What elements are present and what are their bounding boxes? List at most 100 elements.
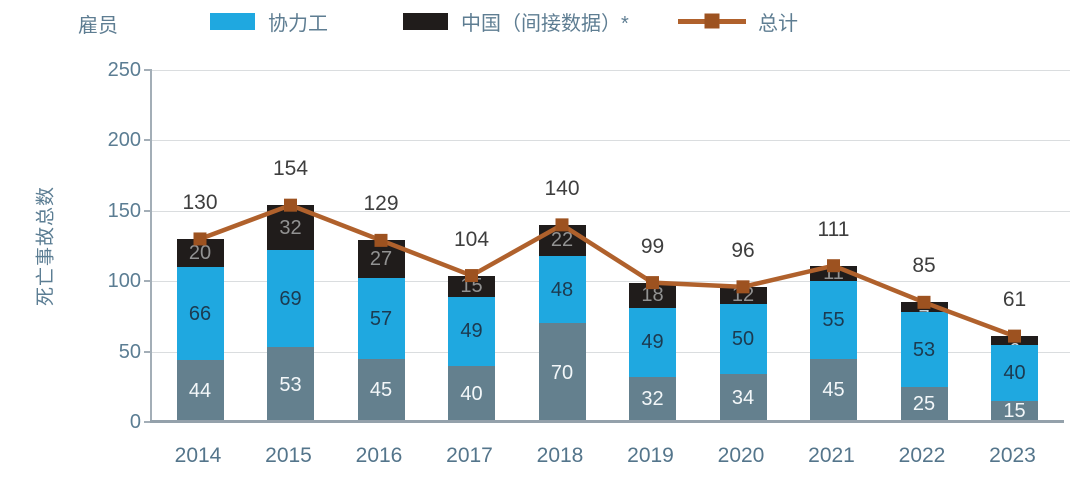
segment-2018[interactable]: 48 bbox=[538, 255, 586, 324]
y-axis-title: 死亡事故总数 bbox=[35, 185, 57, 307]
segment-2021[interactable]: 45 bbox=[810, 358, 857, 422]
y-tick-label: 50 bbox=[118, 340, 141, 363]
bar-2021[interactable]: 11 55 45 bbox=[810, 263, 857, 422]
segment-value-label: 57 bbox=[369, 307, 393, 330]
segment-value-label: 40 bbox=[460, 382, 483, 405]
segment-value-label: 49 bbox=[460, 320, 483, 343]
bar-2020[interactable]: 12 50 34 bbox=[719, 284, 767, 422]
total-value-label: 130 bbox=[182, 190, 218, 214]
y-tick-label: 150 bbox=[107, 199, 141, 222]
x-tick-label-2014: 2014 bbox=[174, 444, 222, 467]
legend: 雇员 协力工 中国（间接数据）* 总计 bbox=[0, 6, 1070, 37]
x-tick-label-2016: 2016 bbox=[355, 444, 403, 467]
segment-value-label: 49 bbox=[641, 331, 664, 354]
bar-2019[interactable]: 18 49 32 bbox=[629, 282, 676, 422]
gridline bbox=[152, 70, 1070, 71]
segment-2017[interactable]: 15 bbox=[448, 275, 495, 298]
segment-value-label: 45 bbox=[822, 379, 845, 402]
total-value-label: 99 bbox=[640, 234, 665, 258]
y-tick-mark bbox=[144, 350, 152, 353]
legend-item-contractors[interactable]: 协力工 bbox=[210, 6, 328, 36]
y-tick-label: 0 bbox=[129, 411, 141, 433]
segment-2016[interactable]: 27 bbox=[357, 240, 405, 279]
segment-value-label: 50 bbox=[731, 327, 755, 350]
legend-item-total[interactable]: 总计 bbox=[678, 6, 798, 36]
bar-2023[interactable]: 640 15 bbox=[991, 336, 1038, 422]
segment-2023[interactable]: 40 bbox=[991, 344, 1038, 401]
segment-2018[interactable]: 70 bbox=[538, 323, 586, 422]
segment-2022[interactable]: 25 bbox=[900, 386, 948, 422]
y-tick-mark bbox=[144, 69, 152, 71]
segment-2017[interactable]: 49 bbox=[448, 296, 495, 366]
x-tick-label-2023: 2023 bbox=[989, 444, 1036, 467]
segment-2015[interactable]: 69 bbox=[267, 250, 314, 348]
legend-item-china-indirect[interactable]: 中国（间接数据）* bbox=[403, 6, 629, 36]
segment-2016[interactable]: 57 bbox=[357, 278, 405, 359]
segment-2017[interactable]: 40 bbox=[448, 365, 495, 422]
bar-2017[interactable]: 15 49 40 bbox=[448, 275, 495, 422]
segment-2015[interactable]: 53 bbox=[267, 347, 314, 422]
total-value-label: 154 bbox=[272, 157, 309, 181]
total-value-label: 129 bbox=[363, 192, 399, 216]
segment-2014[interactable]: 66 bbox=[176, 267, 224, 361]
segment-2014[interactable]: 20 bbox=[176, 238, 224, 268]
segment-value-label: 20 bbox=[188, 242, 212, 265]
total-line bbox=[199, 202, 1016, 339]
segment-value-label: 66 bbox=[188, 302, 212, 325]
plot-area: 20 66 44 130 32 69 53 154 27 57 45 129 15 49 40 104 22 48… bbox=[144, 69, 1070, 423]
segment-2014[interactable]: 44 bbox=[176, 360, 224, 422]
segment-2021[interactable]: 11 bbox=[810, 263, 857, 283]
bar-2022[interactable]: 7 53 25 bbox=[900, 302, 948, 422]
segment-2020[interactable]: 34 bbox=[719, 374, 767, 422]
legend-label-contractors: 协力工 bbox=[268, 12, 328, 35]
x-tick-label-2015: 2015 bbox=[265, 444, 312, 467]
segment-2019[interactable]: 18 bbox=[629, 282, 676, 308]
total-value-label: 140 bbox=[544, 176, 580, 200]
y-tick-label: 250 bbox=[107, 59, 141, 81]
segment-2019[interactable]: 49 bbox=[629, 307, 676, 377]
segment-2020[interactable]: 12 bbox=[719, 284, 767, 307]
legend-label-china-indirect: 中国（间接数据）* bbox=[461, 12, 629, 35]
segment-2023[interactable]: 6 bbox=[991, 336, 1038, 361]
x-tick-label-2019: 2019 bbox=[627, 444, 674, 467]
segment-2016[interactable]: 45 bbox=[357, 358, 405, 422]
total-value-label: 104 bbox=[453, 227, 490, 251]
gridline bbox=[152, 140, 1070, 142]
segment-2023[interactable]: 15 bbox=[991, 400, 1038, 423]
segment-2015[interactable]: 32 bbox=[267, 205, 314, 251]
segment-value-label: 53 bbox=[279, 373, 302, 396]
segment-2018[interactable]: 22 bbox=[538, 224, 586, 256]
segment-2021[interactable]: 55 bbox=[810, 281, 857, 359]
x-tick-label-2018: 2018 bbox=[536, 444, 584, 467]
x-axis-line bbox=[150, 420, 1064, 423]
segment-value-label: 25 bbox=[912, 393, 936, 416]
segment-value-label: 18 bbox=[641, 284, 664, 307]
y-tick-mark bbox=[144, 209, 152, 212]
segment-value-label: 15 bbox=[460, 275, 483, 298]
segment-2020[interactable]: 50 bbox=[719, 303, 767, 375]
y-tick-mark bbox=[144, 421, 152, 423]
segment-value-label: 44 bbox=[188, 380, 212, 403]
segment-value-label: 15 bbox=[1003, 400, 1026, 423]
segment-value-label: 22 bbox=[550, 229, 574, 252]
segment-2022[interactable]: 7 bbox=[900, 302, 948, 328]
segment-2019[interactable]: 32 bbox=[629, 376, 676, 422]
segment-2022[interactable]: 53 bbox=[900, 312, 948, 387]
bar-2014[interactable]: 20 66 44 bbox=[176, 238, 224, 422]
china-indirect-swatch-icon bbox=[403, 12, 448, 30]
segment-value-label: 55 bbox=[822, 308, 845, 331]
bar-2016[interactable]: 27 57 45 bbox=[357, 240, 405, 422]
total-value-label: 61 bbox=[1002, 288, 1027, 312]
legend-title-employees: 雇员 bbox=[78, 15, 118, 37]
segment-value-label: 53 bbox=[912, 338, 936, 361]
total-marker-icon bbox=[704, 13, 720, 29]
segment-value-label: 40 bbox=[1003, 361, 1026, 384]
bar-2015[interactable]: 32 69 53 bbox=[267, 205, 314, 422]
x-tick-label-2022: 2022 bbox=[898, 444, 946, 467]
bar-2018[interactable]: 22 48 70 bbox=[538, 224, 586, 422]
x-tick-label-2017: 2017 bbox=[446, 444, 493, 467]
legend-label-total: 总计 bbox=[758, 12, 798, 35]
segment-value-label: 12 bbox=[731, 284, 755, 307]
y-tick-label: 100 bbox=[107, 270, 141, 293]
